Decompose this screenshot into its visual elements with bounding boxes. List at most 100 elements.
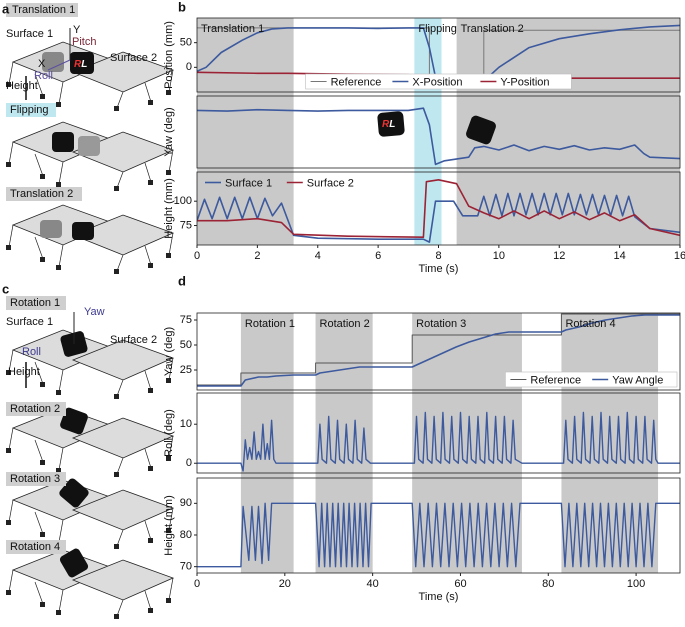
y-axis-label: Position (mm) bbox=[163, 21, 175, 89]
diagram-label: Yaw bbox=[84, 306, 105, 318]
legend-label: Surface 2 bbox=[307, 177, 354, 189]
y-tick-label: 100 bbox=[174, 195, 192, 207]
x-tick-label: 10 bbox=[493, 250, 505, 262]
cube-ghost bbox=[42, 52, 64, 72]
line bbox=[197, 411, 680, 472]
legend-label: Yaw Angle bbox=[612, 374, 663, 386]
diagram-label: Pitch bbox=[72, 36, 96, 48]
x-tick-label: 8 bbox=[435, 250, 441, 262]
y-tick-label: 25 bbox=[180, 364, 192, 376]
diagram-label: Surface 2 bbox=[110, 52, 157, 64]
cube-ghost bbox=[40, 220, 62, 238]
y-tick-label: 75 bbox=[180, 219, 192, 231]
legend-box bbox=[505, 371, 678, 388]
cube bbox=[466, 115, 496, 145]
series-group bbox=[197, 411, 680, 472]
region-label: Rotation 1 bbox=[245, 318, 295, 330]
plates bbox=[6, 480, 173, 549]
line bbox=[197, 313, 680, 386]
line bbox=[197, 24, 680, 83]
series-group bbox=[197, 179, 680, 243]
diagram-label: Surface 1 bbox=[6, 316, 53, 328]
region-label: Rotation 2 bbox=[320, 318, 370, 330]
y-tick-label: 10 bbox=[180, 418, 192, 430]
diagram-label: Rotation 1 bbox=[10, 297, 60, 309]
legend-label: Y-Position bbox=[500, 76, 549, 88]
plates bbox=[6, 550, 173, 619]
series-group bbox=[197, 313, 680, 387]
diagram-label: Rotation 2 bbox=[10, 403, 60, 415]
logo: RL bbox=[382, 119, 395, 130]
legend-label: Reference bbox=[331, 76, 382, 88]
y-tick-label: 80 bbox=[180, 529, 192, 541]
region-label: Rotation 4 bbox=[565, 318, 615, 330]
diagram-label: Surface 1 bbox=[6, 28, 53, 40]
y-axis-label: Yaw (deg) bbox=[163, 327, 175, 376]
diagram-label: Rotation 3 bbox=[10, 473, 60, 485]
x-tick-label: 16 bbox=[674, 250, 685, 262]
panel-label: c bbox=[2, 281, 9, 296]
x-tick-label: 0 bbox=[194, 578, 200, 590]
diagram-label: Y bbox=[73, 24, 81, 36]
panel-label: a bbox=[2, 1, 10, 16]
diagram-label: Height bbox=[8, 366, 40, 378]
diagram-c bbox=[6, 296, 173, 619]
plot-frame bbox=[196, 95, 681, 169]
plots: 0 50 Position (mm) Reference X-Position Y-Pos… bbox=[163, 17, 685, 603]
line bbox=[197, 502, 680, 568]
x-tick-label: 80 bbox=[542, 578, 554, 590]
y-tick-label: 75 bbox=[180, 314, 192, 326]
region-label: Rotation 3 bbox=[416, 318, 466, 330]
y-axis-label: Yaw (deg) bbox=[163, 107, 175, 156]
cube-ghost bbox=[78, 136, 100, 156]
cube bbox=[52, 132, 74, 152]
label-box bbox=[6, 472, 66, 486]
plot-frame bbox=[196, 392, 681, 474]
y-axis-label: Height (mm) bbox=[163, 178, 175, 239]
x-axis-label: Time (s) bbox=[419, 591, 459, 603]
y-tick-label: 90 bbox=[180, 497, 192, 509]
cube bbox=[60, 407, 88, 435]
logo: RL bbox=[74, 59, 87, 70]
y-axis-label: Height (mm) bbox=[163, 495, 175, 556]
x-tick-label: 0 bbox=[194, 250, 200, 262]
label-box bbox=[6, 187, 82, 201]
panel-label: b bbox=[178, 0, 186, 14]
diagram-label: Rotation 4 bbox=[10, 541, 60, 553]
x-axis-label: Time (s) bbox=[419, 263, 459, 275]
diagram-label: Flipping bbox=[10, 104, 49, 116]
axis-arrow bbox=[47, 59, 71, 71]
plot-frame bbox=[196, 312, 681, 391]
y-tick-label: 50 bbox=[180, 37, 192, 49]
line bbox=[197, 179, 680, 238]
legend-label: Surface 1 bbox=[225, 177, 272, 189]
plot-frame bbox=[196, 17, 681, 93]
diagram-label: Roll bbox=[34, 70, 53, 82]
region-label: Translation 1 bbox=[201, 23, 264, 35]
cube bbox=[59, 548, 89, 578]
plates bbox=[6, 122, 173, 191]
label-box bbox=[6, 103, 56, 117]
y-tick-label: 70 bbox=[180, 561, 192, 573]
x-tick-label: 100 bbox=[627, 578, 645, 590]
diagram-a: RL bbox=[6, 3, 173, 274]
x-tick-label: 40 bbox=[367, 578, 379, 590]
panel-label: d bbox=[178, 273, 186, 288]
diagram-label: X bbox=[38, 58, 46, 70]
plot-frame bbox=[196, 477, 681, 574]
y-tick-label: 0 bbox=[186, 457, 192, 469]
x-tick-label: 2 bbox=[254, 250, 260, 262]
x-tick-label: 4 bbox=[315, 250, 321, 262]
region-label: Translation 2 bbox=[461, 23, 524, 35]
diagram-label: Height bbox=[6, 80, 38, 92]
diagram-label: Translation 1 bbox=[12, 4, 75, 16]
diagram-label: Translation 2 bbox=[10, 188, 73, 200]
y-tick-label: 0 bbox=[186, 61, 192, 73]
x-tick-label: 12 bbox=[553, 250, 565, 262]
cube bbox=[377, 111, 405, 137]
label-box bbox=[6, 540, 66, 554]
x-tick-label: 60 bbox=[454, 578, 466, 590]
x-tick-label: 14 bbox=[614, 250, 626, 262]
series-group bbox=[197, 502, 680, 568]
